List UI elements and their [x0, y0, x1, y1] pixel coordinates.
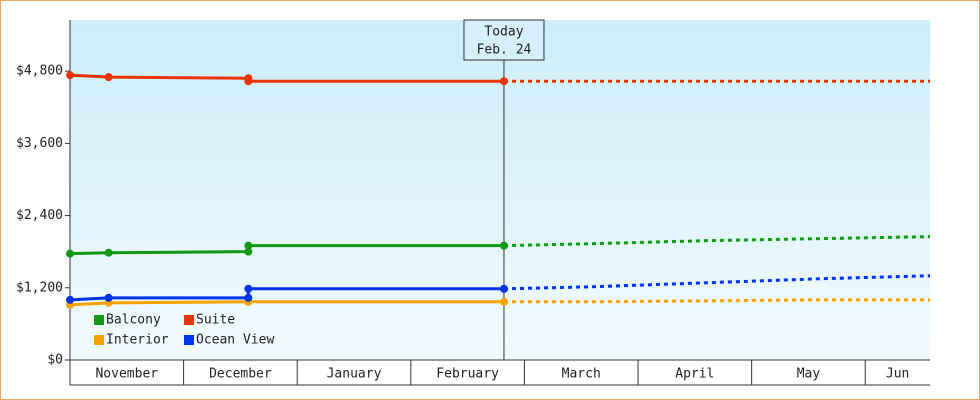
price-point: [104, 73, 113, 82]
today-label: Today: [484, 25, 523, 40]
x-tick-label: December: [209, 367, 272, 382]
x-tick-label: November: [95, 367, 158, 382]
forecast-line: [503, 235, 931, 248]
price-point: [244, 241, 253, 250]
x-tick-label: Jun: [886, 367, 909, 382]
legend-label: Ocean View: [196, 333, 274, 348]
price-point: [66, 249, 74, 258]
y-tick-label: $3,600: [16, 136, 63, 151]
price-point: [104, 248, 113, 257]
x-tick-label: January: [327, 367, 382, 382]
price-point: [499, 77, 508, 86]
price-point: [244, 247, 253, 256]
x-tick-label: February: [436, 367, 499, 382]
legend-swatch: [184, 335, 194, 345]
x-tick-label: April: [675, 367, 714, 382]
plot-area: [70, 20, 930, 360]
x-tick-label: May: [797, 367, 821, 382]
forecast-line: [503, 298, 930, 304]
price-point: [66, 71, 74, 80]
legend-swatch: [94, 335, 104, 345]
price-point: [499, 284, 508, 293]
price-point: [499, 297, 508, 306]
price-line: [69, 300, 504, 307]
today-box: [463, 19, 545, 61]
y-tick-label: $1,200: [16, 280, 63, 295]
y-tick-label: $0: [47, 353, 63, 368]
legend-swatch: [94, 315, 104, 325]
price-point: [244, 77, 253, 86]
legend-label: Interior: [106, 333, 169, 348]
price-point: [104, 293, 113, 302]
y-tick-label: $4,800: [16, 64, 63, 79]
price-point: [244, 284, 253, 293]
legend-label: Suite: [196, 313, 235, 328]
x-tick-label: March: [562, 367, 601, 382]
legend-label: Balcony: [106, 313, 161, 328]
price-point: [66, 295, 74, 304]
price-point: [499, 241, 508, 250]
price-point: [244, 293, 253, 302]
forecast-line: [503, 274, 931, 291]
legend-swatch: [184, 315, 194, 325]
y-tick-label: $2,400: [16, 208, 63, 223]
today-date: Feb. 24: [477, 43, 532, 58]
